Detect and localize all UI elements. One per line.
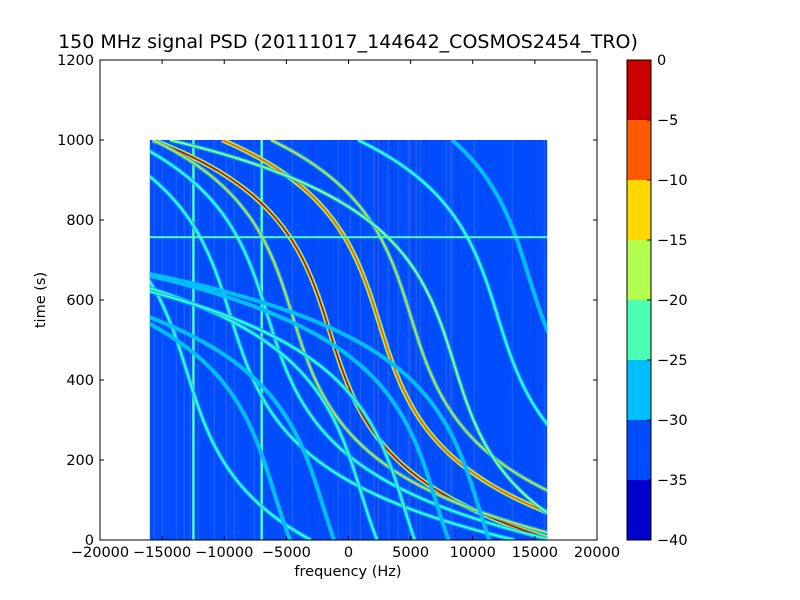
noise-stripe: [409, 140, 411, 540]
noise-stripe: [233, 140, 235, 540]
noise-stripe: [225, 140, 227, 540]
noise-stripe: [379, 140, 381, 540]
noise-stripe: [391, 140, 393, 540]
heatmap-content: [149, 140, 548, 540]
colorbar-band: [627, 60, 651, 120]
signal-trace: [152, 140, 548, 539]
heatmap-layer: [149, 140, 548, 540]
colorbar-tick-label: −10: [657, 173, 688, 189]
noise-stripe: [373, 140, 375, 540]
colorbar-band: [627, 180, 651, 240]
signal-trace: [152, 140, 548, 534]
signal-trace: [357, 140, 548, 426]
colorbar-tick-label: −35: [657, 473, 688, 489]
colorbar-tick-label: −20: [657, 293, 688, 309]
colorbar-band: [627, 120, 651, 180]
noise-stripe: [161, 140, 163, 540]
colorbar-band: [627, 300, 651, 360]
x-axis: −20000 −15000 −10000 −5000 0 5000 10000 15000 20…: [71, 60, 620, 561]
signal-trace: [270, 140, 548, 492]
signal-trace: [169, 140, 548, 514]
colorbar: 0 −5 −10 −15 −20 −25 −30 −35 −40: [626, 53, 688, 549]
y-tick-label: 0: [85, 533, 94, 549]
horizontal-artifact: [149, 236, 548, 239]
signal-trace: [149, 273, 491, 540]
signal-trace: [149, 322, 291, 540]
x-tick-label: 0: [344, 545, 353, 561]
colorbar-ticks: 0 −5 −10 −15 −20 −25 −30 −35 −40: [647, 53, 688, 549]
noise-stripe: [387, 140, 389, 540]
noise-stripe: [473, 140, 475, 540]
chart-title: 150 MHz signal PSD (20111017_144642_COSM…: [58, 31, 638, 53]
y-tick-label: 800: [66, 213, 94, 229]
signal-trace: [451, 140, 548, 333]
colorbar-band: [627, 420, 651, 480]
colorbar-bands: [627, 60, 651, 540]
noise-stripe: [511, 140, 513, 540]
noise-stripe: [397, 140, 399, 540]
noise-stripe: [533, 140, 535, 540]
colorbar-tick-label: −5: [657, 113, 678, 129]
noise-stripe: [411, 140, 413, 540]
signal-trace: [149, 274, 450, 540]
noise-stripe: [457, 140, 459, 540]
noise-stripe: [153, 140, 155, 540]
noise-stripe: [425, 140, 427, 540]
colorbar-tick-label: −25: [657, 353, 688, 369]
signal-trace: [149, 150, 548, 540]
x-tick-label: −20000: [71, 545, 129, 561]
x-tick-label: −10000: [195, 545, 253, 561]
y-axis-label: time (s): [33, 272, 49, 328]
vertical-artifact: [192, 140, 195, 540]
colorbar-tick-label: −15: [657, 233, 688, 249]
noise-stripe: [291, 140, 293, 540]
colorbar-band: [627, 240, 651, 300]
signal-trace: [149, 287, 378, 540]
noise-stripe: [311, 140, 313, 540]
colorbar-tick-label: 0: [657, 53, 666, 69]
y-axis: 0 200 400 600 800 1000 1200: [57, 53, 597, 549]
noise-stripe: [213, 140, 215, 540]
x-tick-label: 15000: [512, 545, 558, 561]
x-tick-label: 5000: [392, 545, 429, 561]
noise-stripe: [189, 140, 191, 540]
signal-trace: [149, 175, 515, 540]
noise-stripe: [337, 140, 339, 540]
colorbar-band: [627, 360, 651, 420]
noise-stripe: [375, 140, 377, 540]
noise-stripe: [407, 140, 409, 540]
y-tick-label: 1000: [57, 133, 94, 149]
x-tick-label: −5000: [262, 545, 311, 561]
noise-stripe: [253, 140, 255, 540]
signal-trace: [221, 140, 548, 514]
y-tick-label: 200: [66, 453, 94, 469]
colorbar-band: [627, 480, 651, 540]
noise-stripe: [451, 140, 453, 540]
noise-stripe: [377, 140, 379, 540]
colorbar-tick-label: −30: [657, 413, 688, 429]
x-tick-label: 10000: [450, 545, 496, 561]
x-tick-label: 20000: [574, 545, 620, 561]
noise-stripe: [349, 140, 351, 540]
noise-stripe: [359, 140, 361, 540]
y-tick-label: 600: [66, 293, 94, 309]
y-tick-label: 1200: [57, 53, 94, 69]
signal-trace: [149, 316, 335, 540]
plot-area: [99, 59, 598, 541]
colorbar-tick-label: −40: [657, 533, 688, 549]
y-tick-label: 400: [66, 373, 94, 389]
noise-stripe: [543, 140, 545, 540]
noise-stripe: [183, 140, 185, 540]
x-axis-label: frequency (Hz): [294, 564, 401, 580]
x-tick-label: −15000: [133, 545, 191, 561]
noise-stripe: [449, 140, 451, 540]
signal-trace: [149, 290, 416, 540]
